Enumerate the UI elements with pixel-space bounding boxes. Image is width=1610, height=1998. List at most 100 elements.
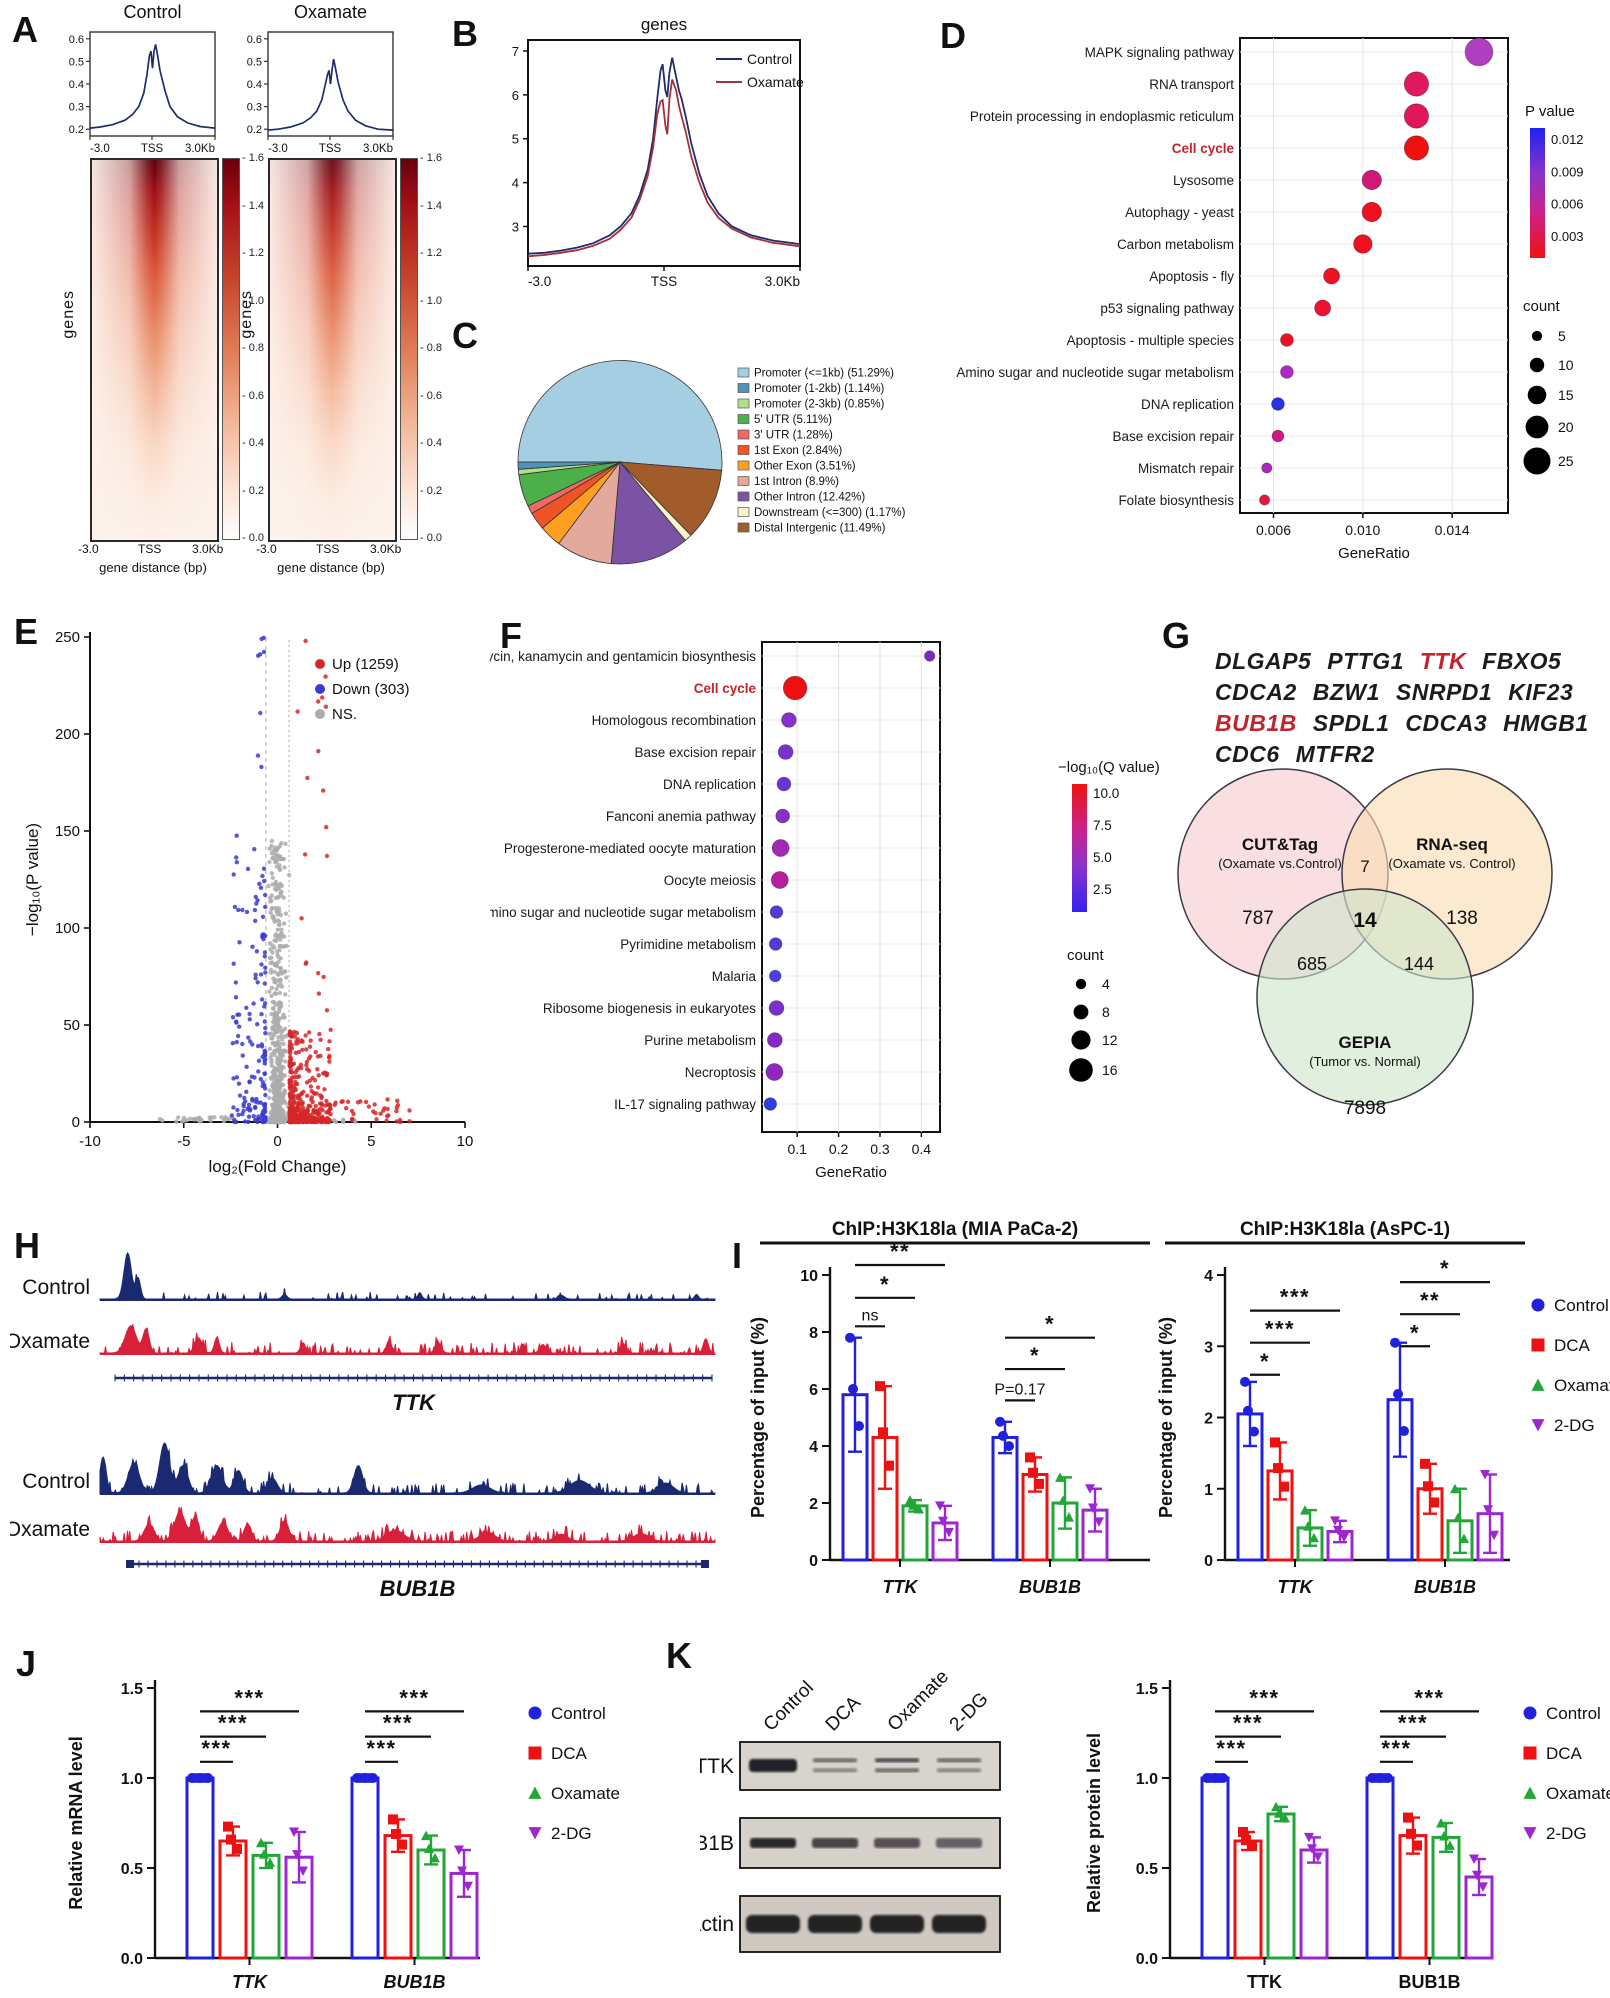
chart-text: 0.2 bbox=[247, 124, 262, 136]
chart-shape bbox=[1523, 1786, 1537, 1799]
chart-shape bbox=[282, 1088, 287, 1093]
legend-label: Oxamate bbox=[747, 74, 804, 90]
chart-text: (Oxamate vs. Control) bbox=[1388, 856, 1515, 871]
chart-shape bbox=[454, 1845, 464, 1855]
chart-shape bbox=[248, 1039, 253, 1044]
chart-shape bbox=[323, 1103, 328, 1108]
chart-shape bbox=[1202, 1773, 1212, 1783]
pie-slice bbox=[517, 360, 723, 471]
chart-text: 685 bbox=[1297, 954, 1327, 974]
chart-shape bbox=[276, 906, 282, 911]
pathway-dot bbox=[1261, 462, 1273, 474]
chart-shape bbox=[282, 1026, 288, 1031]
chart-shape bbox=[252, 1104, 258, 1110]
chart-text: 1.0 bbox=[121, 1771, 143, 1788]
pathway-dot bbox=[768, 937, 783, 951]
track-label: Oxamate bbox=[10, 1330, 90, 1353]
pathway-dot bbox=[1361, 201, 1382, 223]
coverage-track bbox=[99, 1442, 716, 1495]
gene-name: TTK bbox=[1419, 648, 1467, 674]
chart-shape bbox=[289, 1084, 294, 1089]
chart-shape bbox=[276, 1119, 282, 1125]
chart-shape bbox=[875, 1381, 885, 1392]
pathway-dot bbox=[776, 776, 792, 792]
chart-shape bbox=[352, 1773, 362, 1783]
chart-text: 3.0Kb bbox=[363, 143, 393, 155]
chart-shape bbox=[272, 918, 277, 923]
chart-text: 0.5 bbox=[1136, 1861, 1158, 1878]
chart-shape bbox=[263, 1031, 268, 1036]
chart-shape bbox=[318, 1093, 323, 1098]
legend-label: DCA bbox=[1554, 1336, 1591, 1355]
pie-legend-label: Distal Intergenic (11.49%) bbox=[754, 523, 886, 535]
chart-shape bbox=[233, 980, 238, 985]
chart-shape bbox=[266, 883, 271, 889]
chart-text: 1 bbox=[1204, 1482, 1213, 1499]
pathway-dot bbox=[775, 808, 790, 824]
chart-shape bbox=[273, 1107, 279, 1113]
pathway-label: Autophagy - yeast bbox=[1125, 205, 1234, 220]
chart-shape bbox=[324, 1072, 329, 1077]
panel-label-e: E bbox=[14, 611, 39, 652]
chart-shape bbox=[304, 1059, 310, 1065]
chart-shape bbox=[298, 1097, 303, 1102]
chart-shape bbox=[292, 1850, 302, 1860]
chart-shape bbox=[294, 1119, 299, 1124]
chart-shape bbox=[297, 1107, 302, 1112]
chart-shape bbox=[263, 970, 268, 975]
coverage-track bbox=[99, 1323, 716, 1355]
significance-label: * bbox=[1440, 1256, 1450, 1281]
chart-shape bbox=[300, 1111, 305, 1116]
chart-shape bbox=[1279, 1481, 1289, 1492]
pie-legend-label: Other Exon (3.51%) bbox=[754, 461, 856, 473]
chart-shape bbox=[283, 969, 288, 974]
chart-text: 0 bbox=[72, 1114, 80, 1131]
chart-shape bbox=[275, 1028, 280, 1033]
chart-text: 0 bbox=[273, 1133, 281, 1150]
chart-shape bbox=[1399, 1426, 1409, 1437]
panel-label-j: J bbox=[16, 1643, 37, 1684]
chart-shape bbox=[278, 1049, 283, 1055]
chart-shape bbox=[397, 1839, 407, 1850]
chart-shape bbox=[874, 1838, 920, 1848]
chart-shape bbox=[265, 1857, 275, 1867]
chart-shape bbox=[344, 1106, 349, 1111]
pathway-label: Protein processing in endoplasmic reticu… bbox=[970, 109, 1234, 124]
chart-text: 100 bbox=[55, 920, 80, 937]
x-tick: TSS bbox=[138, 542, 162, 556]
pathway-dot bbox=[765, 1063, 784, 1081]
gene-name: MTFR2 bbox=[1295, 741, 1375, 767]
chart-shape bbox=[1531, 1298, 1545, 1312]
chart-shape bbox=[234, 1019, 239, 1024]
chart-text: 0.010 bbox=[1345, 522, 1380, 538]
chart-shape bbox=[1489, 1530, 1499, 1541]
chart-shape bbox=[394, 1119, 399, 1124]
chart-shape bbox=[313, 1103, 318, 1109]
pie-legend-label: 5' UTR (5.11%) bbox=[754, 414, 832, 426]
chart-shape bbox=[295, 709, 300, 714]
chart-shape bbox=[262, 1086, 268, 1091]
chart-shape bbox=[1531, 1378, 1545, 1391]
chart-shape bbox=[316, 749, 321, 754]
chart-shape bbox=[307, 1078, 313, 1083]
chart-text: 7.5 bbox=[1093, 818, 1112, 833]
bar bbox=[1365, 1776, 1395, 1960]
chart-shape bbox=[384, 1118, 389, 1123]
chart-shape bbox=[254, 949, 260, 954]
heatmap-title: Oxamate bbox=[293, 2, 368, 22]
significance-label: *** bbox=[1265, 1317, 1295, 1342]
chart-text: 7898 bbox=[1344, 1098, 1386, 1119]
chart-shape bbox=[282, 1048, 287, 1053]
chart-shape bbox=[371, 1109, 376, 1114]
chart-shape bbox=[1529, 357, 1545, 373]
chart-shape bbox=[295, 1037, 301, 1042]
chart-shape bbox=[360, 1773, 370, 1783]
chart-shape bbox=[1429, 1497, 1439, 1508]
chart-shape bbox=[323, 674, 328, 679]
chart-shape bbox=[749, 1759, 797, 1772]
chart-shape bbox=[385, 1113, 390, 1119]
chart-shape bbox=[293, 1050, 298, 1055]
chart-shape bbox=[256, 1058, 262, 1063]
chart-shape bbox=[310, 1099, 315, 1105]
chart-shape bbox=[281, 1041, 286, 1047]
